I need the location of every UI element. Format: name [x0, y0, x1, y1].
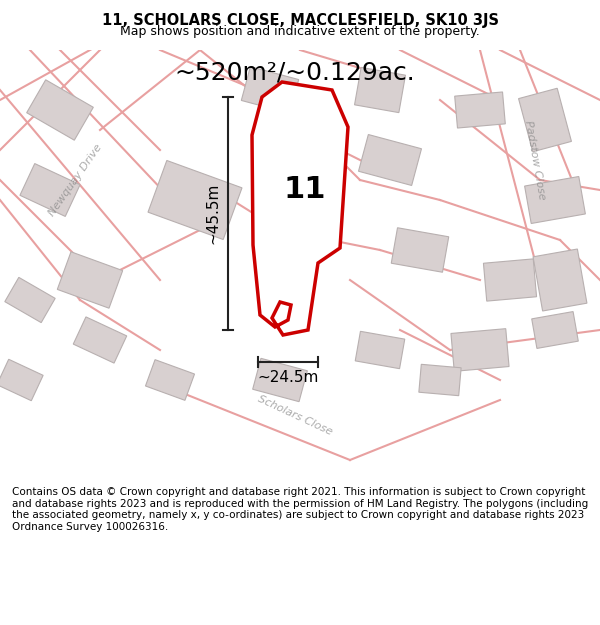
Polygon shape — [355, 331, 405, 369]
Text: ~45.5m: ~45.5m — [205, 182, 220, 244]
Polygon shape — [524, 176, 586, 224]
Polygon shape — [359, 134, 421, 186]
Polygon shape — [419, 364, 461, 396]
Polygon shape — [20, 164, 80, 216]
Polygon shape — [5, 278, 55, 322]
Polygon shape — [58, 252, 122, 308]
Polygon shape — [484, 259, 536, 301]
Text: Contains OS data © Crown copyright and database right 2021. This information is : Contains OS data © Crown copyright and d… — [12, 488, 588, 532]
Polygon shape — [355, 68, 406, 112]
Polygon shape — [145, 359, 194, 401]
Polygon shape — [148, 161, 242, 239]
Polygon shape — [451, 329, 509, 371]
Polygon shape — [455, 92, 505, 128]
Text: ~24.5m: ~24.5m — [257, 370, 319, 385]
Text: ~520m²/~0.129ac.: ~520m²/~0.129ac. — [175, 61, 415, 85]
Polygon shape — [391, 228, 449, 272]
Polygon shape — [532, 312, 578, 348]
Polygon shape — [73, 317, 127, 363]
Text: Scholars Close: Scholars Close — [256, 393, 334, 437]
Text: Newquay Drive: Newquay Drive — [46, 142, 104, 218]
Polygon shape — [518, 88, 571, 152]
Polygon shape — [253, 358, 307, 402]
Polygon shape — [26, 80, 94, 140]
Text: 11: 11 — [284, 176, 326, 204]
Polygon shape — [533, 249, 587, 311]
Text: Map shows position and indicative extent of the property.: Map shows position and indicative extent… — [120, 24, 480, 38]
Polygon shape — [252, 82, 348, 335]
Text: 11, SCHOLARS CLOSE, MACCLESFIELD, SK10 3JS: 11, SCHOLARS CLOSE, MACCLESFIELD, SK10 3… — [101, 12, 499, 28]
Polygon shape — [0, 359, 43, 401]
Polygon shape — [241, 67, 299, 113]
Text: Padstow Close: Padstow Close — [523, 119, 547, 201]
